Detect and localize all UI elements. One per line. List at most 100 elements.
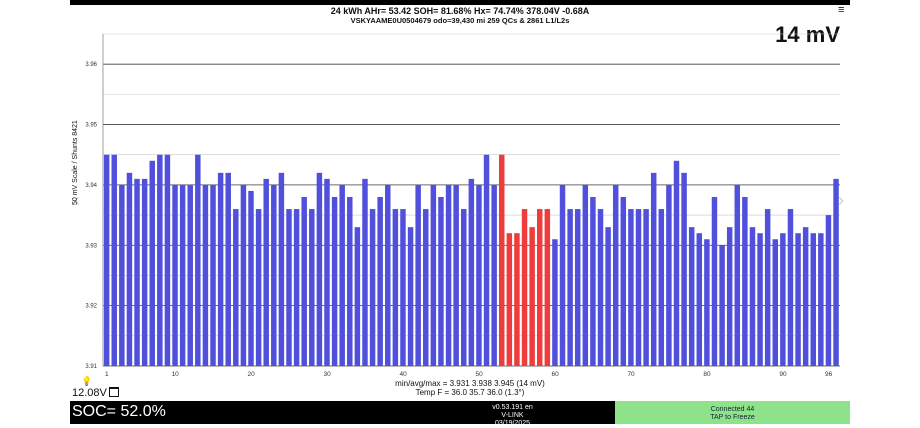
bar-cell-6 bbox=[141, 178, 148, 366]
chevron-left-icon[interactable]: ‹ bbox=[74, 190, 80, 210]
chevron-right-icon[interactable]: › bbox=[838, 190, 844, 210]
bar-cell-19 bbox=[240, 184, 247, 366]
bar-cell-75 bbox=[666, 184, 672, 366]
bar-cell-22 bbox=[263, 178, 269, 366]
bar-cell-5 bbox=[134, 178, 140, 366]
y-tick-label: 3.93 bbox=[85, 243, 97, 249]
bar-cell-82 bbox=[719, 245, 725, 366]
bar-cell-15 bbox=[210, 184, 216, 366]
bar-cell-93 bbox=[802, 227, 809, 366]
bar-cell-31 bbox=[331, 196, 338, 366]
bar-cell-17 bbox=[225, 172, 231, 366]
bar-cell-69 bbox=[620, 196, 627, 366]
bar-cell-14 bbox=[202, 184, 209, 366]
bar-cell-28 bbox=[309, 209, 315, 366]
bar-cell-10 bbox=[172, 184, 178, 366]
bar-cell-23 bbox=[271, 184, 277, 366]
bar-cell-59 bbox=[544, 209, 551, 366]
bar-cell-39 bbox=[392, 209, 399, 366]
bar-cell-25 bbox=[286, 209, 292, 366]
bar-cell-90 bbox=[780, 233, 786, 366]
bar-cell-13 bbox=[195, 154, 201, 366]
y-tick-label: 3.91 bbox=[85, 364, 97, 370]
connection-status: Connected 44 bbox=[710, 406, 755, 413]
bar-cell-48 bbox=[461, 209, 467, 366]
bar-cell-38 bbox=[385, 184, 391, 366]
bar-cell-1 bbox=[103, 154, 110, 366]
bar-cell-52 bbox=[491, 184, 497, 366]
bar-cell-51 bbox=[483, 154, 490, 366]
bar-cell-8 bbox=[157, 154, 163, 366]
bar-cell-55 bbox=[514, 233, 520, 366]
bar-cell-57 bbox=[529, 227, 535, 366]
aux-battery-voltage: 12.08V bbox=[72, 387, 119, 399]
x-tick-label: 10 bbox=[172, 371, 180, 378]
hamburger-menu-icon[interactable]: ≡ bbox=[838, 4, 845, 16]
bar-cell-47 bbox=[453, 184, 459, 366]
bar-cell-68 bbox=[612, 184, 619, 366]
bar-cell-96 bbox=[825, 215, 832, 366]
freeze-button[interactable]: Connected 44 TAP to Freeze bbox=[615, 401, 850, 424]
x-tick-label: 60 bbox=[551, 371, 559, 378]
date-label: 03/19/2025 bbox=[494, 420, 531, 427]
bar-cell-26 bbox=[293, 209, 300, 366]
bar-cell-37 bbox=[377, 196, 383, 366]
bar-cell-56 bbox=[521, 209, 528, 366]
bar-cell-44 bbox=[430, 184, 437, 366]
bar-cell-67 bbox=[605, 227, 611, 366]
bar-cell-49 bbox=[468, 178, 475, 366]
temperature-readout: Temp F = 36.0 35.7 36.0 (1.3°) bbox=[415, 388, 525, 397]
bar-cell-42 bbox=[415, 184, 421, 366]
bar-cell-4 bbox=[126, 172, 133, 366]
bar-cell-20 bbox=[248, 190, 254, 366]
battery-summary: 24 kWh AHr= 53.42 SOH= 81.68% Hx= 74.74%… bbox=[330, 6, 590, 16]
x-tick-label: 70 bbox=[627, 371, 635, 378]
x-tick-label: 90 bbox=[779, 371, 787, 378]
bar-cell-46 bbox=[445, 184, 452, 366]
calendar-icon[interactable] bbox=[108, 387, 119, 397]
bar-cell-97 bbox=[833, 178, 839, 366]
bar-cell-66 bbox=[597, 209, 604, 366]
bar-cell-89 bbox=[772, 239, 779, 366]
bar-cell-11 bbox=[179, 184, 186, 366]
bar-cell-30 bbox=[324, 178, 330, 366]
bar-cell-16 bbox=[217, 172, 224, 366]
bar-cell-27 bbox=[301, 196, 307, 366]
bar-cell-34 bbox=[354, 227, 361, 366]
bar-cell-2 bbox=[111, 154, 117, 366]
bar-cell-84 bbox=[734, 184, 741, 366]
x-tick-label: 1 bbox=[105, 371, 109, 378]
x-tick-label: 40 bbox=[400, 371, 408, 378]
cell-voltage-chart: 3.91 3.92 3.93 3.94 3.95 3.96 1 10 20 30 40 50 60 70 8… bbox=[85, 33, 840, 378]
cell-spread-value: 14 mV bbox=[775, 22, 840, 47]
lightbulb-icon: 💡 bbox=[81, 376, 93, 386]
bar-cell-7 bbox=[149, 160, 155, 366]
top-system-bar bbox=[70, 0, 850, 5]
bar-cell-43 bbox=[423, 209, 429, 366]
x-tick-label: 20 bbox=[248, 371, 256, 378]
bar-cell-94 bbox=[810, 233, 816, 366]
bar-cell-95 bbox=[818, 233, 824, 366]
soc-value: SOC= 52.0% bbox=[72, 403, 166, 420]
bar-cell-12 bbox=[187, 184, 193, 366]
bar-cell-81 bbox=[711, 196, 718, 366]
bar-cell-80 bbox=[704, 239, 710, 366]
bar-cell-50 bbox=[476, 184, 482, 366]
bar-cell-21 bbox=[255, 209, 262, 366]
bar-cell-35 bbox=[362, 178, 368, 366]
bar-cell-76 bbox=[673, 160, 680, 366]
bar-cell-83 bbox=[726, 227, 733, 366]
bar-cell-18 bbox=[233, 209, 239, 366]
bar-cell-63 bbox=[574, 209, 581, 366]
bar-cell-73 bbox=[650, 172, 657, 366]
bar-cell-79 bbox=[696, 233, 703, 366]
y-tick-label: 3.96 bbox=[85, 62, 97, 68]
bar-cell-72 bbox=[643, 209, 649, 366]
bar-cell-3 bbox=[119, 184, 125, 366]
bar-cell-24 bbox=[278, 172, 285, 366]
bar-cell-41 bbox=[407, 227, 414, 366]
bar-cell-91 bbox=[787, 209, 794, 366]
bar-cell-77 bbox=[681, 172, 687, 366]
bar-cell-58 bbox=[536, 209, 543, 366]
y-tick-label: 3.92 bbox=[85, 304, 97, 310]
